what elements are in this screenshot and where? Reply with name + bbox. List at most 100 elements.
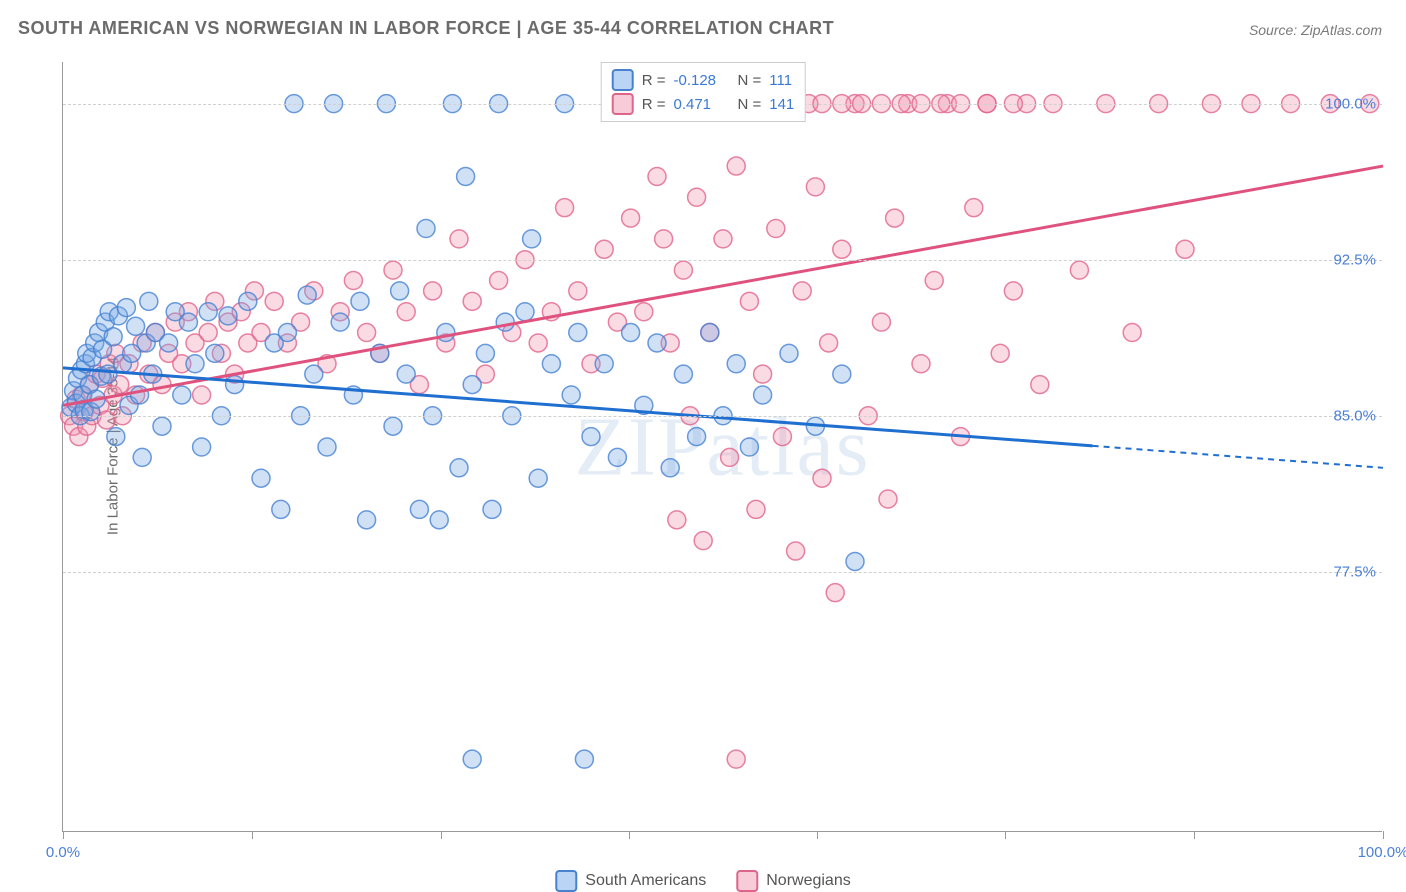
scatter-point <box>622 209 640 227</box>
scatter-point <box>688 188 706 206</box>
correlation-legend: R =-0.128N =111R =0.471N =141 <box>601 62 806 122</box>
scatter-point <box>523 230 541 248</box>
scatter-point <box>648 167 666 185</box>
scatter-point <box>206 344 224 362</box>
scatter-point <box>925 272 943 290</box>
legend-r-value: -0.128 <box>673 72 729 89</box>
scatter-point <box>727 750 745 768</box>
scatter-point <box>542 355 560 373</box>
scatter-point <box>608 448 626 466</box>
scatter-point <box>397 303 415 321</box>
scatter-point <box>529 334 547 352</box>
plot-svg <box>63 62 1382 831</box>
scatter-point <box>117 299 135 317</box>
scatter-point <box>727 157 745 175</box>
legend-swatch <box>555 870 577 892</box>
scatter-point <box>846 552 864 570</box>
scatter-point <box>754 386 772 404</box>
scatter-point <box>193 386 211 404</box>
scatter-point <box>813 469 831 487</box>
scatter-point <box>833 240 851 258</box>
x-tick <box>1383 831 1384 839</box>
scatter-point <box>886 209 904 227</box>
gridline <box>63 572 1382 573</box>
scatter-point <box>740 292 758 310</box>
scatter-point <box>351 292 369 310</box>
scatter-point <box>582 428 600 446</box>
legend-r-label: R = <box>642 96 666 113</box>
scatter-point <box>496 313 514 331</box>
series-legend-label: Norwegians <box>766 872 850 890</box>
scatter-point <box>131 386 149 404</box>
scatter-point <box>384 261 402 279</box>
scatter-point <box>872 313 890 331</box>
source-label: Source: ZipAtlas.com <box>1249 22 1382 38</box>
scatter-point <box>740 438 758 456</box>
scatter-point <box>127 317 145 335</box>
scatter-point <box>133 448 151 466</box>
x-tick <box>441 831 442 839</box>
gridline <box>63 416 1382 417</box>
scatter-point <box>298 286 316 304</box>
scatter-point <box>655 230 673 248</box>
scatter-point <box>358 324 376 342</box>
scatter-point <box>714 230 732 248</box>
scatter-point <box>430 511 448 529</box>
scatter-point <box>516 303 534 321</box>
scatter-point <box>694 532 712 550</box>
trend-line-extrapolated <box>1093 446 1383 468</box>
series-legend-item: South Americans <box>555 870 706 892</box>
scatter-point <box>153 417 171 435</box>
scatter-point <box>424 282 442 300</box>
legend-swatch <box>736 870 758 892</box>
scatter-point <box>727 355 745 373</box>
scatter-point <box>767 219 785 237</box>
plot-area: ZIPatlas 77.5%85.0%92.5%100.0%0.0%100.0% <box>62 62 1382 832</box>
legend-row: R =-0.128N =111 <box>612 69 795 91</box>
scatter-point <box>391 282 409 300</box>
scatter-point <box>674 261 692 279</box>
scatter-point <box>186 355 204 373</box>
scatter-point <box>773 428 791 446</box>
scatter-point <box>450 459 468 477</box>
scatter-point <box>622 324 640 342</box>
scatter-point <box>265 292 283 310</box>
x-tick-label: 0.0% <box>46 844 80 861</box>
scatter-point <box>721 448 739 466</box>
scatter-point <box>635 303 653 321</box>
scatter-point <box>595 355 613 373</box>
scatter-point <box>661 459 679 477</box>
legend-swatch <box>612 69 634 91</box>
scatter-point <box>826 584 844 602</box>
scatter-point <box>463 292 481 310</box>
x-tick <box>1005 831 1006 839</box>
scatter-point <box>1031 376 1049 394</box>
scatter-point <box>239 292 257 310</box>
scatter-point <box>569 282 587 300</box>
scatter-point <box>272 500 290 518</box>
scatter-point <box>529 469 547 487</box>
scatter-point <box>674 365 692 383</box>
scatter-point <box>820 334 838 352</box>
scatter-point <box>104 328 122 346</box>
scatter-point <box>912 355 930 373</box>
scatter-point <box>344 272 362 290</box>
scatter-point <box>140 292 158 310</box>
scatter-point <box>160 334 178 352</box>
scatter-point <box>219 307 237 325</box>
scatter-point <box>278 324 296 342</box>
scatter-point <box>226 376 244 394</box>
scatter-point <box>98 411 116 429</box>
y-tick-label: 92.5% <box>1325 251 1376 268</box>
y-tick-label: 85.0% <box>1325 407 1376 424</box>
x-tick <box>1194 831 1195 839</box>
y-tick-label: 100.0% <box>1317 95 1376 112</box>
scatter-point <box>252 469 270 487</box>
series-legend: South Americans Norwegians <box>555 870 850 892</box>
legend-swatch <box>612 93 634 115</box>
scatter-point <box>747 500 765 518</box>
x-tick-label: 100.0% <box>1358 844 1406 861</box>
legend-n-value: 141 <box>769 96 794 113</box>
scatter-point <box>833 365 851 383</box>
scatter-point <box>879 490 897 508</box>
